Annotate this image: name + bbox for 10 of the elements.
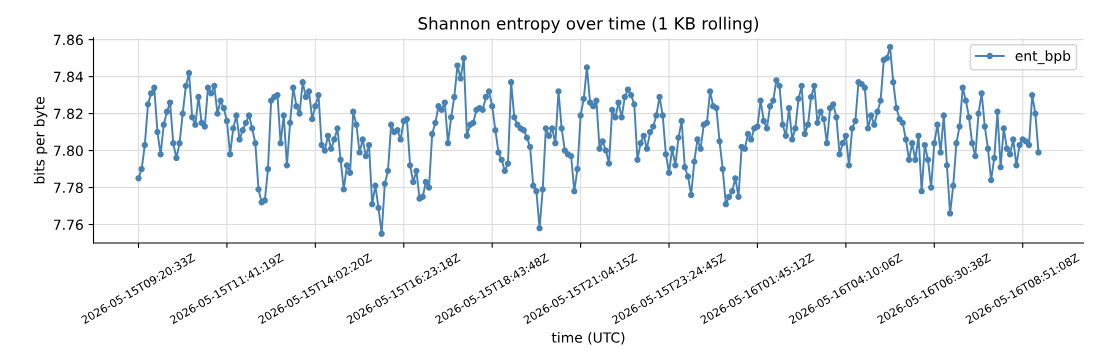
x-axis-title: time (UTC) — [551, 332, 625, 345]
y-tick-label: 7.80 — [53, 145, 83, 157]
y-tick-label: 7.78 — [53, 182, 83, 194]
chart-title: Shannon entropy over time (1 KB rolling) — [418, 16, 759, 33]
legend-label: ent_bpb — [1015, 50, 1071, 65]
y-tick-label: 7.76 — [53, 219, 83, 230]
y-tick-label: 7.82 — [53, 108, 83, 120]
y-tick-label: 7.86 — [53, 34, 83, 46]
y-axis-title: bits per byte — [33, 97, 48, 184]
y-tick-label: 7.84 — [53, 71, 83, 83]
